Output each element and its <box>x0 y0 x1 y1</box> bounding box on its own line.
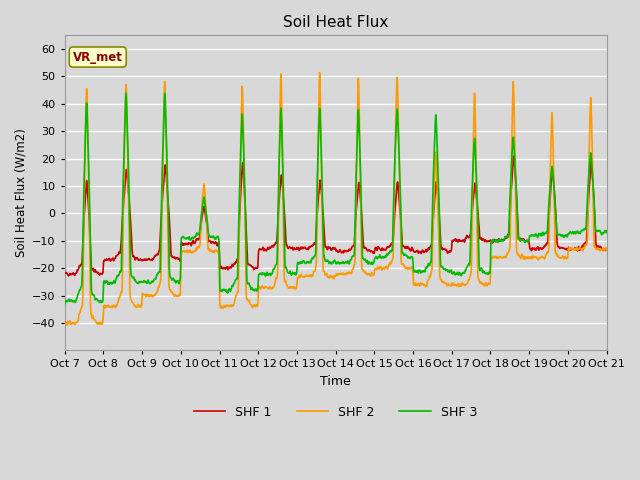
SHF 2 <box>538 254 545 260</box>
SHF 3 <box>61 301 69 307</box>
SHF 3 <box>308 255 316 261</box>
Y-axis label: Soil Heat Flux (W/m2): Soil Heat Flux (W/m2) <box>15 129 28 257</box>
SHF 3 <box>602 229 610 235</box>
SHF 2 <box>602 246 610 252</box>
SHF 1 <box>308 242 316 248</box>
SHF 1 <box>553 234 561 240</box>
SHF 2 <box>603 247 611 253</box>
SHF 3 <box>61 301 68 307</box>
SHF 1 <box>365 247 373 253</box>
SHF 3 <box>603 228 611 234</box>
SHF 2 <box>366 271 374 277</box>
SHF 2 <box>553 251 561 257</box>
SHF 3 <box>468 195 476 201</box>
Title: Soil Heat Flux: Soil Heat Flux <box>283 15 388 30</box>
SHF 1 <box>510 153 518 159</box>
SHF 2 <box>308 273 316 279</box>
SHF 2 <box>316 70 323 75</box>
SHF 1 <box>602 246 610 252</box>
SHF 3 <box>553 230 561 236</box>
X-axis label: Time: Time <box>320 375 351 388</box>
SHF 3 <box>538 231 545 237</box>
SHF 2 <box>468 237 476 242</box>
Text: VR_met: VR_met <box>73 50 123 63</box>
Line: SHF 2: SHF 2 <box>65 72 607 325</box>
SHF 1 <box>65 273 72 279</box>
SHF 3 <box>161 90 168 96</box>
SHF 2 <box>61 321 68 327</box>
SHF 1 <box>603 246 611 252</box>
Legend: SHF 1, SHF 2, SHF 3: SHF 1, SHF 2, SHF 3 <box>189 401 482 424</box>
SHF 3 <box>366 260 374 265</box>
Line: SHF 1: SHF 1 <box>65 156 607 276</box>
SHF 1 <box>468 217 476 223</box>
SHF 1 <box>61 270 68 276</box>
SHF 2 <box>63 322 70 328</box>
Line: SHF 3: SHF 3 <box>65 93 607 304</box>
SHF 1 <box>538 246 545 252</box>
